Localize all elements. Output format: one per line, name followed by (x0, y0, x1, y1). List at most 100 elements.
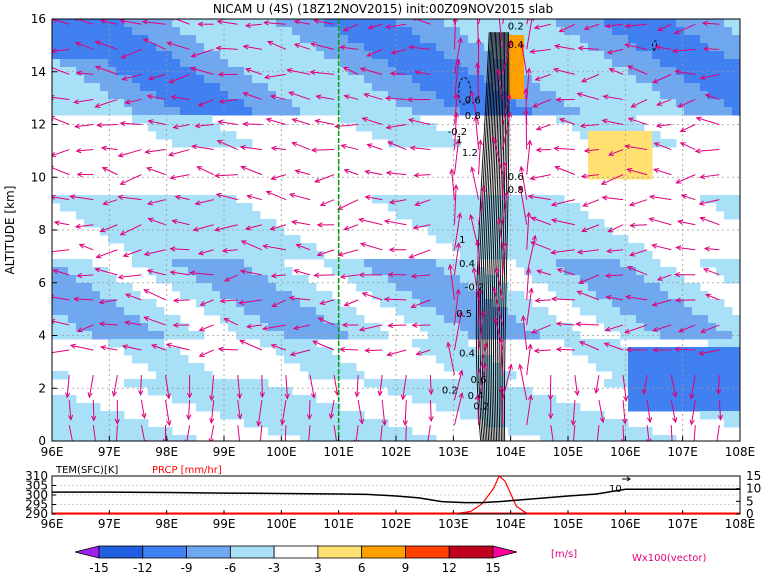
u-shade-cell (108, 107, 117, 116)
wind-vector-head (652, 78, 659, 84)
u-shade-cell (60, 259, 69, 268)
wind-vector-head (295, 243, 302, 249)
contour-line-negative (458, 76, 472, 105)
u-shade-cell (628, 99, 637, 108)
u-shade-cell (604, 267, 613, 276)
u-shade-cell (620, 419, 629, 428)
u-shade-cell (684, 291, 693, 300)
wind-vector (121, 48, 142, 59)
wind-vector (53, 269, 70, 276)
u-shade-cell (196, 51, 205, 60)
u-shade-cell (148, 435, 157, 441)
u-shade-cell (140, 211, 149, 220)
u-shade-cell (300, 51, 309, 60)
wind-vector-head (381, 419, 387, 426)
wind-vector (630, 249, 648, 256)
u-shade-cell (444, 299, 453, 308)
wind-vector-head (410, 273, 417, 279)
u-shade-cell (244, 307, 253, 316)
u-shade-cell (244, 275, 253, 284)
u-shade-cell (340, 67, 349, 76)
wind-vector-head (698, 200, 705, 206)
wind-vector (537, 270, 551, 276)
wind-vector (520, 166, 528, 200)
u-shade-cell (500, 323, 509, 332)
u-shade-cell (556, 427, 565, 436)
u-shade-cell (356, 331, 365, 340)
u-shade-cell (364, 379, 373, 388)
wind-vector (75, 42, 94, 50)
u-shade-cell (372, 27, 381, 36)
wind-vector (151, 344, 166, 351)
u-shade-cell (428, 51, 437, 60)
wind-vector-head (518, 185, 524, 192)
wind-vector (175, 195, 190, 201)
u-shade-cell (412, 123, 421, 132)
x-tick-label: 98E (155, 445, 178, 459)
u-shade-cell (92, 51, 101, 60)
x-tick-label: 101E (323, 445, 354, 459)
u-shade-cell (660, 299, 669, 308)
u-shade-cell (580, 275, 589, 284)
u-shade-cell (252, 275, 261, 284)
u-shade-cell (548, 195, 557, 204)
u-shade-cell (420, 35, 429, 44)
wind-vector (360, 243, 383, 251)
wind-vector (478, 140, 482, 175)
wind-vector-head (675, 245, 682, 251)
wind-vector-head (69, 194, 76, 200)
u-shade-cell (292, 307, 301, 316)
u-shade-cell (364, 43, 373, 52)
u-shade-cell (724, 91, 733, 100)
u-shade-cell (420, 339, 429, 348)
wind-vector-head (715, 388, 722, 395)
wind-vector-head (601, 118, 608, 124)
wind-vector (237, 400, 241, 419)
u-shade-cell (172, 203, 181, 212)
u-shade-cell (372, 67, 381, 76)
wind-vector-head (364, 194, 371, 201)
u-shade-cell (716, 19, 725, 28)
u-shade-cell (484, 67, 493, 76)
wind-vector (386, 124, 407, 129)
u-shade-cell (196, 75, 205, 84)
wind-vector-head (582, 201, 589, 207)
u-shade-cell (172, 251, 181, 260)
u-shade-cell (516, 427, 525, 436)
u-shade-cell (284, 235, 293, 244)
wind-vector-head (186, 414, 192, 421)
u-shade-cell (52, 299, 61, 308)
u-shade-cell (444, 227, 453, 236)
u-shade-cell (92, 59, 101, 68)
u-shade-cell (364, 427, 373, 436)
u-shade-cell (84, 67, 93, 76)
u-shade-cell (220, 283, 229, 292)
wind-vector (198, 249, 214, 255)
wind-vector-head (576, 290, 583, 296)
u-shade-cell (156, 323, 165, 332)
u-shade-cell (404, 51, 413, 60)
u-shade-cell (228, 235, 237, 244)
u-shade-cell (116, 291, 125, 300)
wind-vector-head (280, 419, 286, 426)
u-shade-cell (92, 299, 101, 308)
wind-vector-head (555, 97, 562, 103)
u-shade-cell (676, 307, 685, 316)
u-shade-cell (732, 371, 740, 380)
u-shade-cell (132, 43, 141, 52)
wind-vector (387, 349, 407, 356)
wind-vector-head (455, 138, 461, 145)
u-shade-cell (564, 259, 573, 268)
u-shade-cell (276, 59, 285, 68)
wind-vector (573, 425, 576, 441)
u-shade-cell (620, 299, 629, 308)
u-shade-cell (140, 91, 149, 100)
u-shade-cell (348, 307, 357, 316)
u-shade-cell (460, 275, 469, 284)
u-shade-cell (572, 219, 581, 228)
wind-vector-head (52, 194, 56, 200)
u-shade-cell (524, 195, 533, 204)
wind-vector (79, 244, 94, 251)
wind-vector (409, 249, 431, 259)
wind-vector (240, 146, 262, 151)
